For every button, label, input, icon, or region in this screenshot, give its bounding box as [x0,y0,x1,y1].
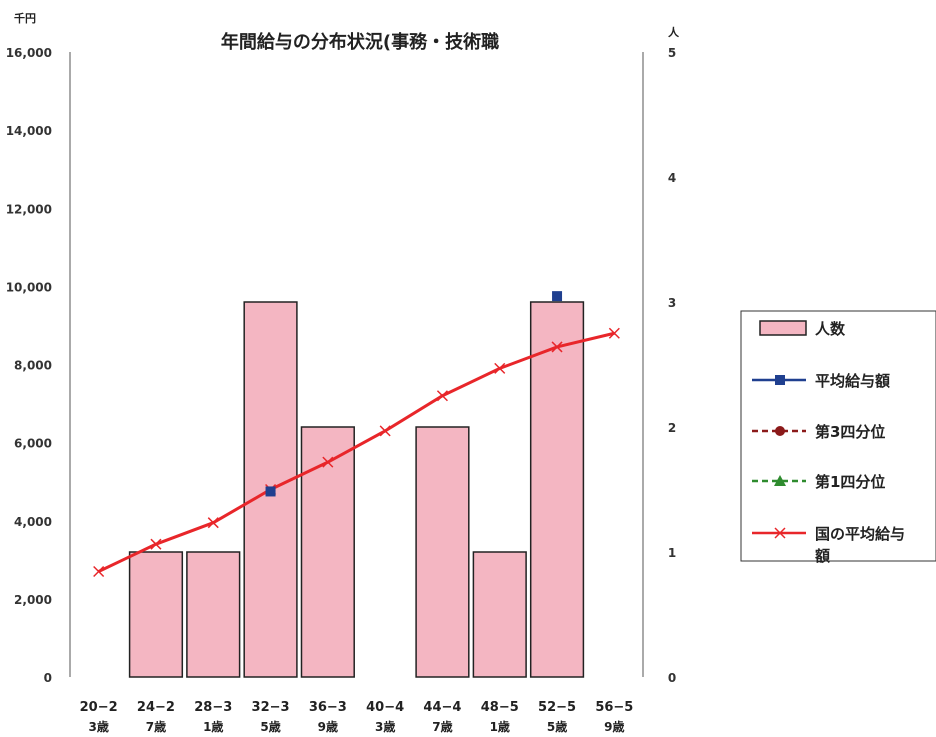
legend-swatch-count [759,320,807,336]
x-tick-label: 5歳 [547,719,567,734]
y-right-tick-label: 5 [668,46,676,60]
bar-count [529,301,585,678]
national-average-point [150,538,162,550]
x-tick-label: 44−4 [423,700,461,715]
x-tick-label: 32−3 [252,700,290,715]
x-tick-label: 56−5 [595,700,633,715]
chart-title: 年間給与の分布状況(事務・技術職 [221,31,499,53]
x-tick-label: 48−5 [481,700,519,715]
bar-count [186,551,241,678]
national-average-point [436,390,448,402]
x-tick-label: 20−2 [80,700,118,715]
y-left-tick-label: 12,000 [6,202,52,216]
x-tick-label: 3歳 [88,719,108,734]
legend-marker-q3 [775,426,785,436]
legend-label: 額 [814,547,830,565]
x-tick-label: 1歳 [203,719,223,734]
y-left-tick-label: 10,000 [6,280,52,294]
y-left-tick-label: 6,000 [14,437,52,451]
legend-marker-national [774,527,786,539]
legend-label: 人数 [815,320,846,338]
y-left-tick-label: 8,000 [14,359,52,373]
x-tick-label: 52−5 [538,700,576,715]
x-tick-label: 7歳 [432,719,452,734]
legend-box [740,310,936,562]
legend-label: 第1四分位 [815,473,885,491]
bar-count [300,426,355,678]
legend-marker-average [775,375,785,385]
y-left-unit: 千円 [14,11,36,25]
y-right-tick-label: 2 [668,421,676,435]
x-tick-label: 24−2 [137,700,175,715]
x-tick-label: 5歳 [260,719,280,734]
x-tick-label: 40−4 [366,700,404,715]
x-tick-label: 28−3 [194,700,232,715]
average-salary-marker [552,291,563,302]
legend-label: 第3四分位 [815,423,885,441]
y-right-tick-label: 3 [668,296,676,310]
legend-marker-q1 [774,475,786,486]
bar-count [472,551,527,678]
x-tick-label: 9歳 [604,719,624,734]
legend-label: 国の平均給与 [815,525,905,543]
national-average-point [379,425,391,437]
y-right-tick-label: 4 [668,171,676,185]
y-right-unit: 人 [668,25,680,39]
national-average-line [98,331,615,573]
y-right-tick-label: 0 [668,671,676,685]
x-tick-label: 7歳 [146,719,166,734]
x-tick-label: 1歳 [490,719,510,734]
y-left-tick-label: 0 [44,671,52,685]
bar-count [128,551,184,678]
national-average-point [93,566,105,578]
y-left-tick-label: 4,000 [14,515,52,529]
y-left-tick-label: 2,000 [14,593,52,607]
national-average-point [322,456,334,468]
average-salary-marker [265,486,276,497]
x-tick-label: 9歳 [318,719,338,734]
national-average-point [207,517,219,529]
y-right-tick-label: 1 [668,546,676,560]
national-average-point [608,327,620,339]
bar-count [415,426,470,678]
y-left-tick-label: 14,000 [6,124,52,138]
legend-label: 平均給与額 [815,372,890,390]
x-tick-label: 3歳 [375,719,395,734]
y-left-tick-label: 16,000 [6,46,52,60]
national-average-point [551,341,563,353]
x-tick-label: 36−3 [309,700,347,715]
national-average-point [494,362,506,374]
